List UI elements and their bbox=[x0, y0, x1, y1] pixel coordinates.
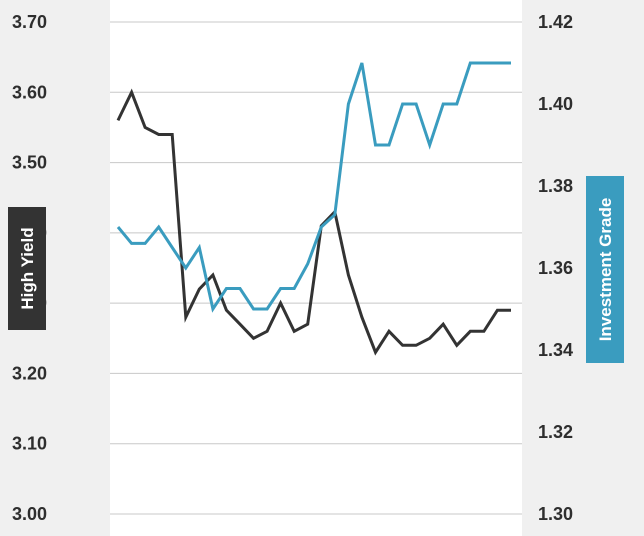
right-axis-title-badge bbox=[586, 176, 624, 363]
left-axis-title-badge bbox=[8, 207, 46, 330]
right-tick-label: 1.42 bbox=[538, 12, 573, 32]
left-axis-title-text: High Yield bbox=[18, 227, 37, 309]
left-tick-label: 3.10 bbox=[12, 434, 47, 454]
left-tick-label: 3.20 bbox=[12, 363, 47, 383]
right-tick-label: 1.34 bbox=[538, 340, 573, 360]
left-tick-label: 3.50 bbox=[12, 153, 47, 173]
right-tick-label: 1.40 bbox=[538, 94, 573, 114]
series-line-investment-grade bbox=[116, 61, 511, 313]
left-axis-title: High Yield bbox=[8, 207, 46, 330]
left-tick-label: 3.60 bbox=[12, 82, 47, 102]
right-axis-title-text: Investment Grade bbox=[596, 198, 615, 342]
right-axis-tick-labels: 1.30 1.32 1.34 1.36 1.38 1.40 1.42 bbox=[538, 12, 573, 524]
right-tick-label: 1.36 bbox=[538, 258, 573, 278]
right-tick-label: 1.38 bbox=[538, 176, 573, 196]
series-lines bbox=[116, 61, 511, 356]
right-axis-title: Investment Grade bbox=[586, 176, 624, 363]
gridlines bbox=[110, 21, 522, 515]
right-tick-label: 1.30 bbox=[538, 504, 573, 524]
left-tick-label: 3.00 bbox=[12, 504, 47, 524]
left-tick-label: 3.70 bbox=[12, 12, 47, 32]
series-line-high-yield bbox=[116, 88, 511, 356]
right-tick-label: 1.32 bbox=[538, 422, 573, 442]
